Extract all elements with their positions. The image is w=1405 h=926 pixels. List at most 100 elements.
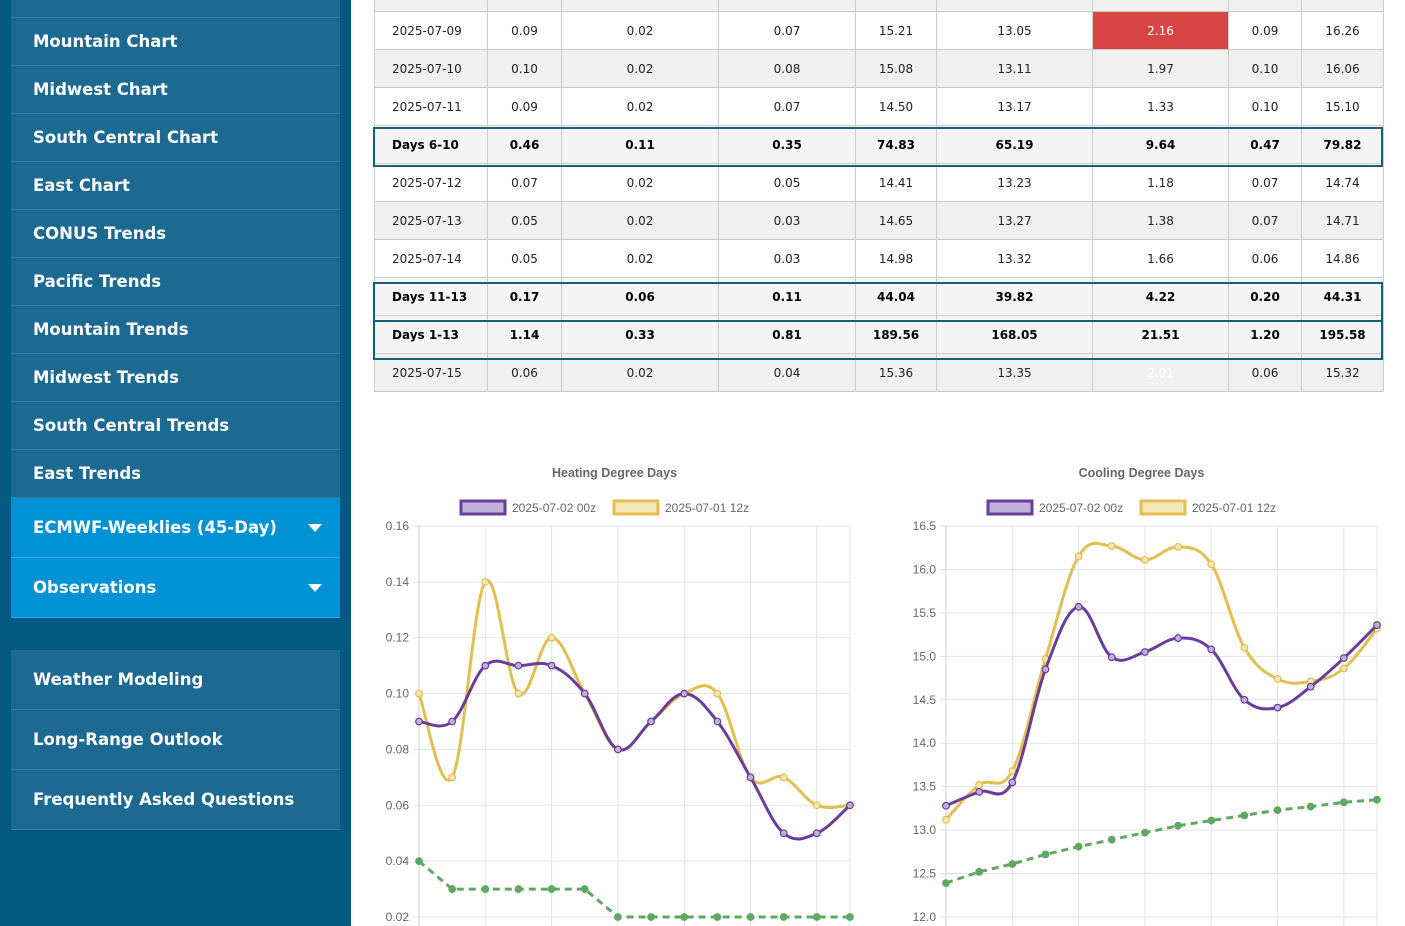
data-point[interactable] [514, 689, 523, 698]
data-point[interactable] [1273, 703, 1282, 712]
data-point[interactable] [415, 857, 423, 866]
data-point[interactable] [942, 879, 950, 888]
data-point[interactable] [448, 773, 457, 782]
data-point[interactable] [942, 815, 950, 824]
data-point[interactable] [514, 885, 523, 893]
data-point[interactable] [1339, 654, 1348, 662]
data-point[interactable] [975, 781, 984, 789]
data-point[interactable] [713, 717, 722, 726]
data-point[interactable] [1041, 665, 1050, 674]
chevron-down-icon[interactable] [308, 524, 322, 532]
data-point[interactable] [1074, 842, 1083, 851]
sidebar-item-mountain-chart[interactable]: Mountain Chart [11, 18, 340, 66]
data-point[interactable] [1041, 850, 1050, 859]
data-point[interactable] [1141, 828, 1149, 837]
data-point[interactable] [812, 829, 821, 838]
legend-swatch[interactable] [1139, 499, 1187, 516]
data-point[interactable] [713, 689, 722, 698]
sidebar-item-long-range-outlook[interactable]: Long-Range Outlook [11, 710, 340, 770]
data-point[interactable] [481, 661, 490, 670]
data-point[interactable] [1141, 555, 1149, 564]
data-point[interactable] [415, 689, 423, 698]
data-point[interactable] [1339, 664, 1348, 673]
sidebar-item-pacific-trends[interactable]: Pacific Trends [11, 258, 340, 306]
data-point[interactable] [713, 913, 722, 921]
data-point[interactable] [1008, 860, 1017, 868]
sidebar-item-observations[interactable]: Observations [11, 558, 340, 618]
legend-swatch[interactable] [612, 499, 660, 516]
data-point[interactable] [779, 773, 788, 782]
data-point[interactable] [614, 913, 622, 921]
data-point[interactable] [1074, 552, 1083, 561]
data-point[interactable] [1174, 542, 1182, 551]
data-point[interactable] [547, 633, 556, 642]
data-point[interactable] [1339, 798, 1348, 807]
data-point[interactable] [680, 689, 689, 698]
data-point[interactable] [1207, 645, 1216, 654]
legend-swatch[interactable] [459, 499, 507, 516]
legend-label[interactable]: 2025-07-02 00z [512, 501, 596, 515]
data-point[interactable] [448, 717, 457, 726]
sidebar-item-faq[interactable]: Frequently Asked Questions [11, 770, 340, 830]
sidebar-item-weather-modeling[interactable]: Weather Modeling [11, 650, 340, 710]
data-point[interactable] [812, 913, 821, 921]
data-point[interactable] [1174, 634, 1182, 642]
data-point[interactable] [1174, 821, 1182, 830]
sidebar-item-mountain-trends[interactable]: Mountain Trends [11, 306, 340, 354]
data-point[interactable] [746, 913, 755, 921]
data-point[interactable] [647, 913, 655, 921]
sidebar-item-ecmwf-weeklies[interactable]: ECMWF-Weeklies (45-Day) [11, 498, 340, 558]
legend-label[interactable]: 2025-07-01 12z [1192, 501, 1276, 515]
data-point[interactable] [547, 885, 556, 893]
data-point[interactable] [1107, 653, 1116, 662]
sidebar-item-conus-trends[interactable]: CONUS Trends [11, 210, 340, 258]
chevron-down-icon[interactable] [308, 584, 322, 592]
data-point[interactable] [580, 689, 589, 698]
data-point[interactable] [975, 787, 984, 796]
legend-label[interactable]: 2025-07-01 12z [665, 501, 749, 515]
sidebar-item-east-trends[interactable]: East Trends [11, 450, 340, 498]
data-point[interactable] [846, 801, 854, 810]
data-point[interactable] [942, 801, 950, 810]
data-point[interactable] [481, 577, 490, 586]
data-point[interactable] [746, 773, 755, 782]
data-point[interactable] [1373, 795, 1381, 804]
data-point[interactable] [1273, 675, 1282, 683]
sidebar-item-east-chart[interactable]: East Chart [11, 162, 340, 210]
legend-swatch[interactable] [986, 499, 1034, 516]
sidebar-item-south-central-chart[interactable]: South Central Chart [11, 114, 340, 162]
data-point[interactable] [580, 885, 589, 893]
data-point[interactable] [779, 913, 788, 921]
data-point[interactable] [1373, 621, 1381, 629]
data-point[interactable] [448, 885, 457, 893]
data-point[interactable] [1273, 806, 1282, 815]
data-point[interactable] [779, 829, 788, 838]
data-point[interactable] [1107, 835, 1116, 844]
data-point[interactable] [1240, 811, 1249, 820]
sidebar-item-partial[interactable] [11, 0, 340, 18]
data-point[interactable] [1207, 816, 1216, 825]
sidebar-item-midwest-chart[interactable]: Midwest Chart [11, 66, 340, 114]
data-point[interactable] [1306, 682, 1315, 691]
data-point[interactable] [614, 745, 622, 754]
sidebar-item-south-central-trends[interactable]: South Central Trends [11, 402, 340, 450]
data-point[interactable] [1008, 778, 1017, 787]
data-point[interactable] [812, 801, 821, 810]
data-point[interactable] [1306, 802, 1315, 811]
legend-label[interactable]: 2025-07-02 00z [1039, 501, 1123, 515]
data-point[interactable] [647, 717, 655, 726]
data-point[interactable] [975, 867, 984, 876]
data-point[interactable] [1107, 542, 1116, 550]
data-point[interactable] [680, 913, 689, 921]
data-point[interactable] [1141, 648, 1149, 656]
data-point[interactable] [415, 717, 423, 726]
data-point[interactable] [1240, 643, 1249, 652]
data-point[interactable] [481, 885, 490, 893]
data-point[interactable] [1207, 560, 1216, 569]
data-point[interactable] [846, 913, 854, 921]
data-point[interactable] [1074, 602, 1083, 611]
sidebar-item-midwest-trends[interactable]: Midwest Trends [11, 354, 340, 402]
data-point[interactable] [547, 661, 556, 670]
data-point[interactable] [514, 661, 523, 670]
data-point[interactable] [1240, 695, 1249, 704]
